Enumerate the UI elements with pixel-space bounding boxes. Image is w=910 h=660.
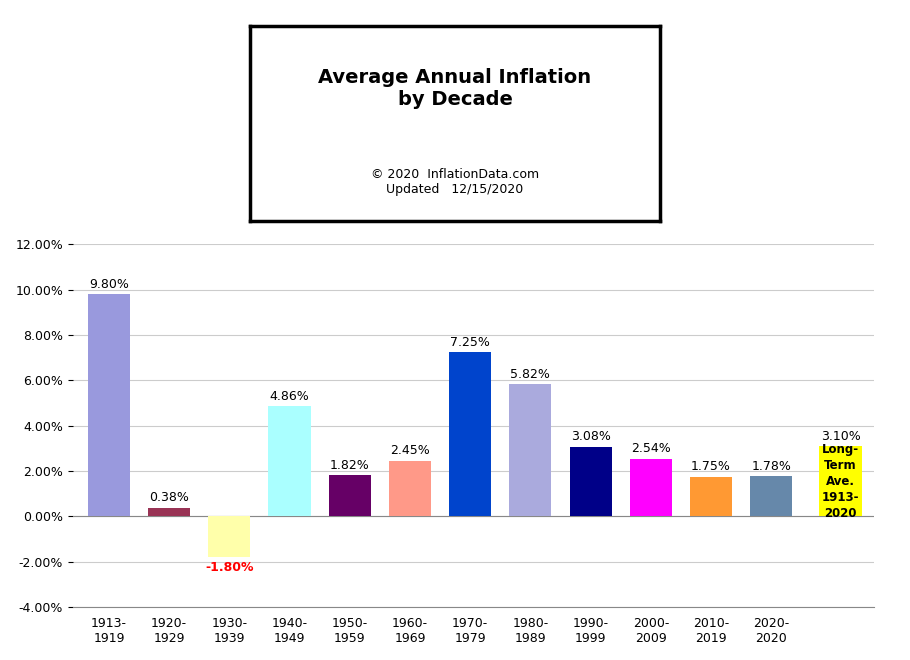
Text: 3.10%: 3.10% [821,430,860,443]
Bar [570,447,612,516]
Bar [450,352,491,516]
Text: © 2020  InflationData.com
Updated   12/15/2020: © 2020 InflationData.com Updated 12/15/2… [371,168,539,196]
Bar [630,459,672,516]
Bar [268,406,310,516]
Text: Average Annual Inflation
by Decade: Average Annual Inflation by Decade [318,68,592,109]
Text: 3.08%: 3.08% [571,430,611,443]
Text: 1.75%: 1.75% [691,460,731,473]
Text: 7.25%: 7.25% [450,335,490,348]
Text: 1.82%: 1.82% [330,459,369,472]
Bar [389,461,431,516]
Text: 1.78%: 1.78% [752,459,791,473]
Text: 2.45%: 2.45% [390,444,430,457]
Bar [208,516,250,557]
Text: 9.80%: 9.80% [89,278,129,290]
Text: 2.54%: 2.54% [631,442,671,455]
Text: 0.38%: 0.38% [149,492,189,504]
Bar [88,294,130,516]
Text: Long-
Term
Ave.
1913-
2020: Long- Term Ave. 1913- 2020 [822,443,859,520]
Bar [690,477,733,516]
Bar [148,508,190,516]
Text: 5.82%: 5.82% [511,368,551,381]
Text: 4.86%: 4.86% [269,390,309,403]
Bar [329,475,371,516]
Text: -1.80%: -1.80% [205,561,254,574]
Bar [510,384,551,516]
Bar [819,446,862,516]
Bar [750,476,793,516]
